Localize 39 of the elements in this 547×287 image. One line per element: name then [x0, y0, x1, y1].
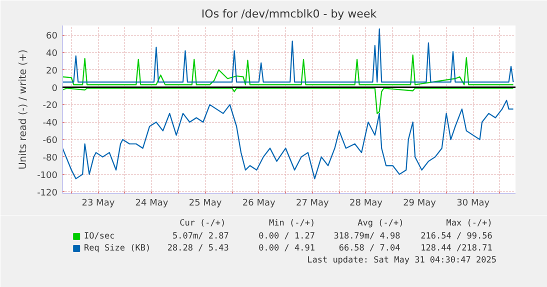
text: 216.54 / 99.56	[420, 232, 492, 242]
line-series	[62, 54, 514, 86]
line-series	[62, 100, 514, 180]
text: 0.00 / 4.91	[258, 244, 315, 254]
text: 66.58 / 7.04	[338, 244, 400, 254]
y-tick-label: -40	[42, 118, 58, 129]
text: Last update: Sat May 31 04:30:47 2025	[307, 256, 496, 266]
x-tick-label: 25 May	[188, 198, 222, 208]
text: Cur (-/+)	[180, 218, 226, 228]
y-tick-label: -60	[42, 136, 58, 146]
y-tick-label: -80	[42, 153, 58, 164]
y-tick-label: 0	[52, 84, 58, 94]
text: Min (-/+)	[269, 218, 316, 228]
text: 5.07m/ 2.87	[172, 232, 229, 242]
x-tick-label: 27 May	[296, 198, 330, 208]
text: 318.79m/ 4.98	[334, 232, 400, 242]
line-series	[62, 88, 514, 114]
x-tick-label: 26 May	[242, 198, 276, 208]
text: Avg (-/+)	[358, 218, 404, 228]
line-series	[62, 28, 514, 83]
y-tick-label: -120	[37, 188, 58, 198]
text: 128.44 /218.71	[420, 244, 492, 254]
y-tick-label: 20	[46, 66, 58, 76]
text: Max (-/+)	[446, 218, 492, 228]
chart-title: IOs for /dev/mmcblk0 - by week	[201, 8, 378, 20]
x-tick-label: 28 May	[350, 198, 384, 208]
legend-label: Req Size (KB)	[84, 244, 151, 254]
y-tick-label: 60	[46, 32, 58, 42]
y-tick-label: 40	[46, 48, 58, 59]
y-tick-label: -20	[42, 101, 58, 112]
y-tick-label: -100	[37, 170, 58, 181]
x-tick-label: 30 May	[456, 198, 490, 208]
text: 0.00 / 1.27	[258, 232, 315, 242]
x-tick-label: 23 May	[82, 198, 116, 208]
x-tick-label: 29 May	[403, 198, 437, 208]
text: 28.28 / 5.43	[167, 244, 229, 254]
legend-label: IO/sec	[84, 232, 115, 242]
x-tick-label: 24 May	[135, 198, 169, 208]
y-axis-title: Units read (-) / write (+)	[18, 49, 30, 170]
